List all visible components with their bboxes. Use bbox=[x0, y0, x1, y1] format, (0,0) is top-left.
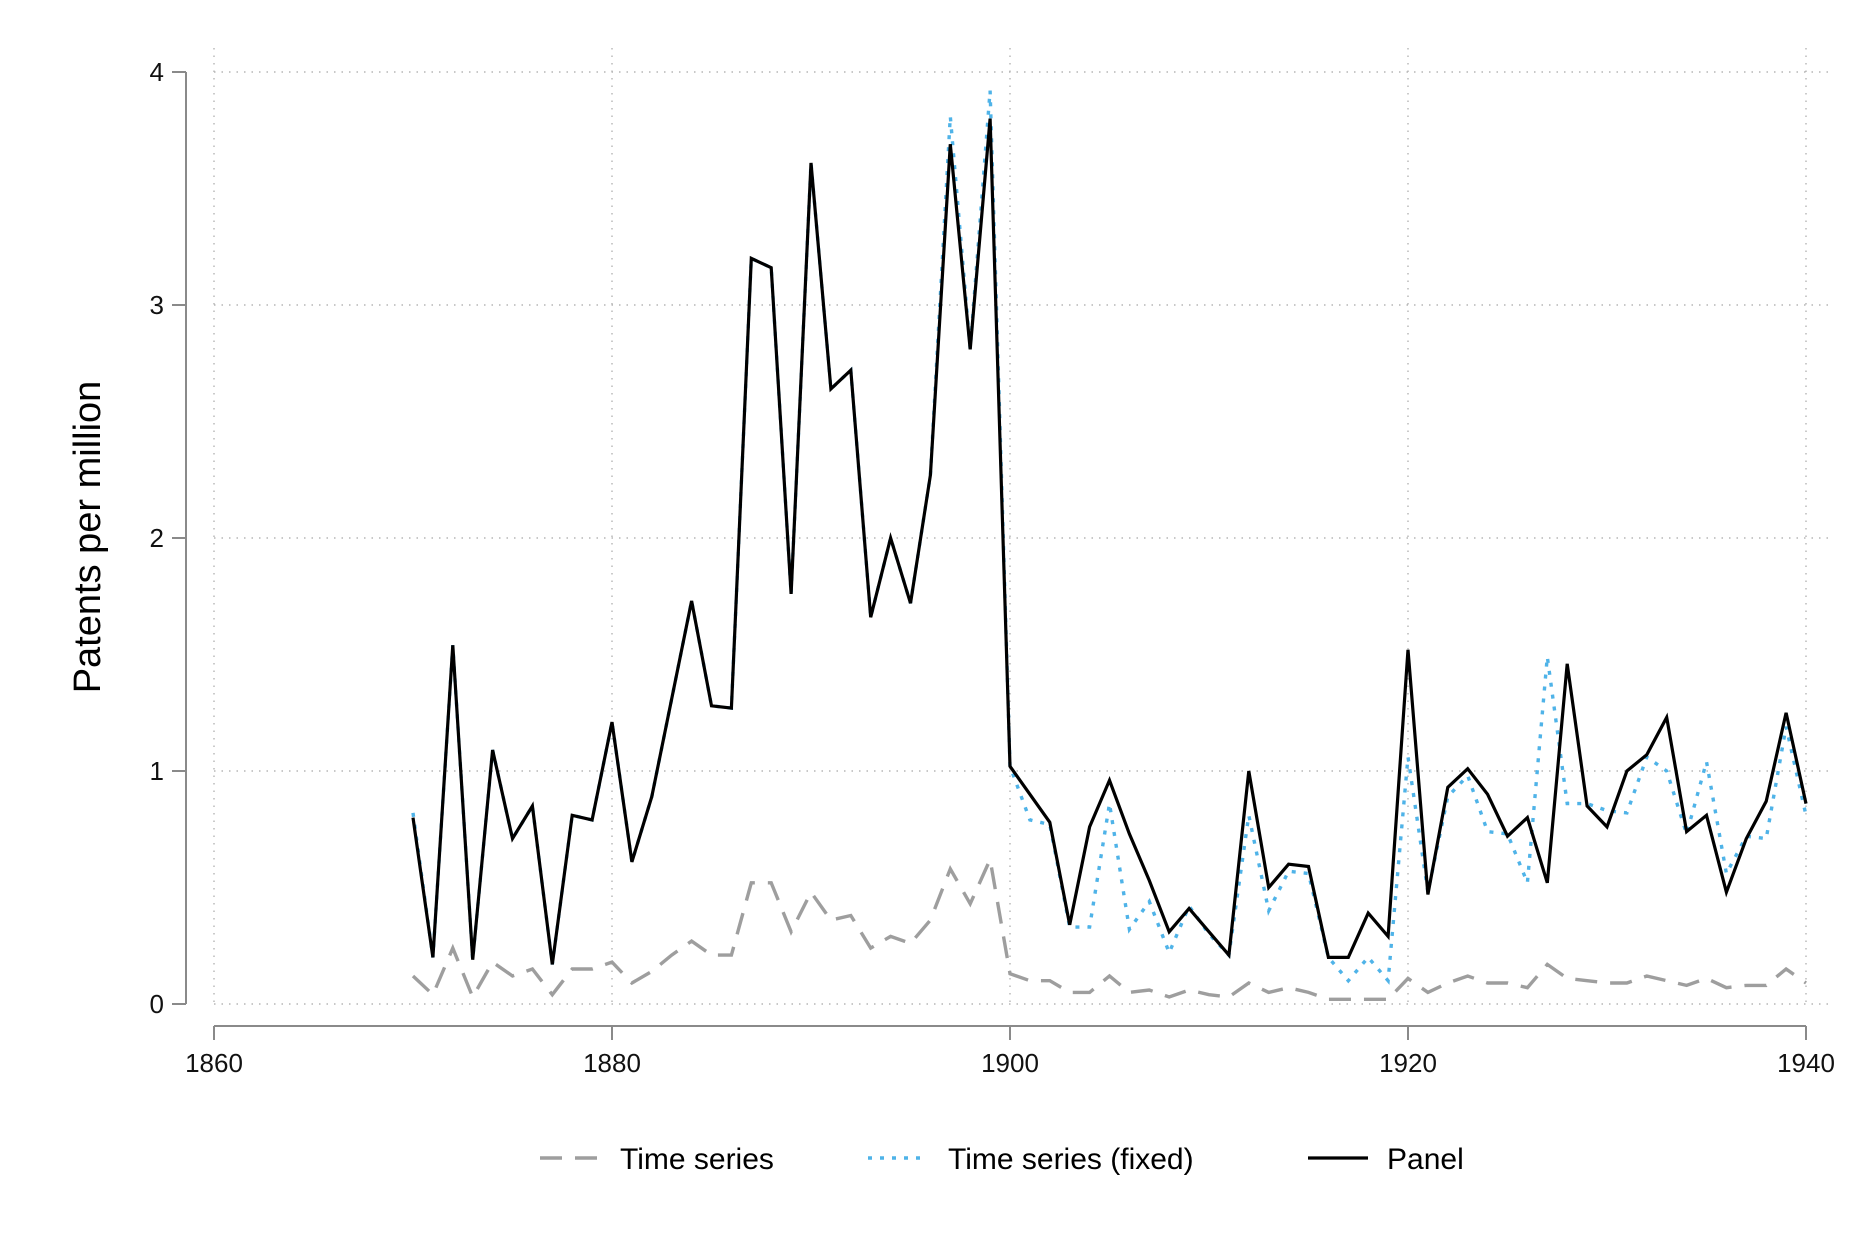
y-axis-title: Patents per million bbox=[67, 381, 109, 694]
legend-label-time-series: Time series bbox=[620, 1143, 774, 1176]
legend: Time series Time series (fixed) Panel bbox=[540, 1143, 1464, 1176]
x-tick-label-1860: 1860 bbox=[185, 1048, 243, 1078]
series-line-panel bbox=[411, 118, 1808, 965]
x-tick-label-1920: 1920 bbox=[1379, 1048, 1437, 1078]
gridlines bbox=[213, 48, 1832, 1005]
x-tick-label-1940: 1940 bbox=[1777, 1048, 1835, 1078]
series-lines bbox=[411, 90, 1808, 1001]
y-tick-label-2: 2 bbox=[150, 523, 164, 553]
y-tick-label-0: 0 bbox=[150, 989, 164, 1019]
y-tick-label-1: 1 bbox=[150, 756, 164, 786]
series-line-time-series bbox=[411, 853, 1807, 1001]
x-tick-label-1900: 1900 bbox=[981, 1048, 1039, 1078]
x-tick-label-1880: 1880 bbox=[583, 1048, 641, 1078]
y-tick-label-3: 3 bbox=[150, 290, 164, 320]
legend-label-time-series-fixed: Time series (fixed) bbox=[948, 1143, 1194, 1176]
y-tick-label-4: 4 bbox=[150, 57, 164, 87]
legend-label-panel: Panel bbox=[1387, 1143, 1464, 1176]
series-line-time-series-fixed bbox=[411, 90, 1808, 985]
axes: 0 1 2 3 4 1860 1880 1900 1920 1940 bbox=[150, 57, 1835, 1078]
